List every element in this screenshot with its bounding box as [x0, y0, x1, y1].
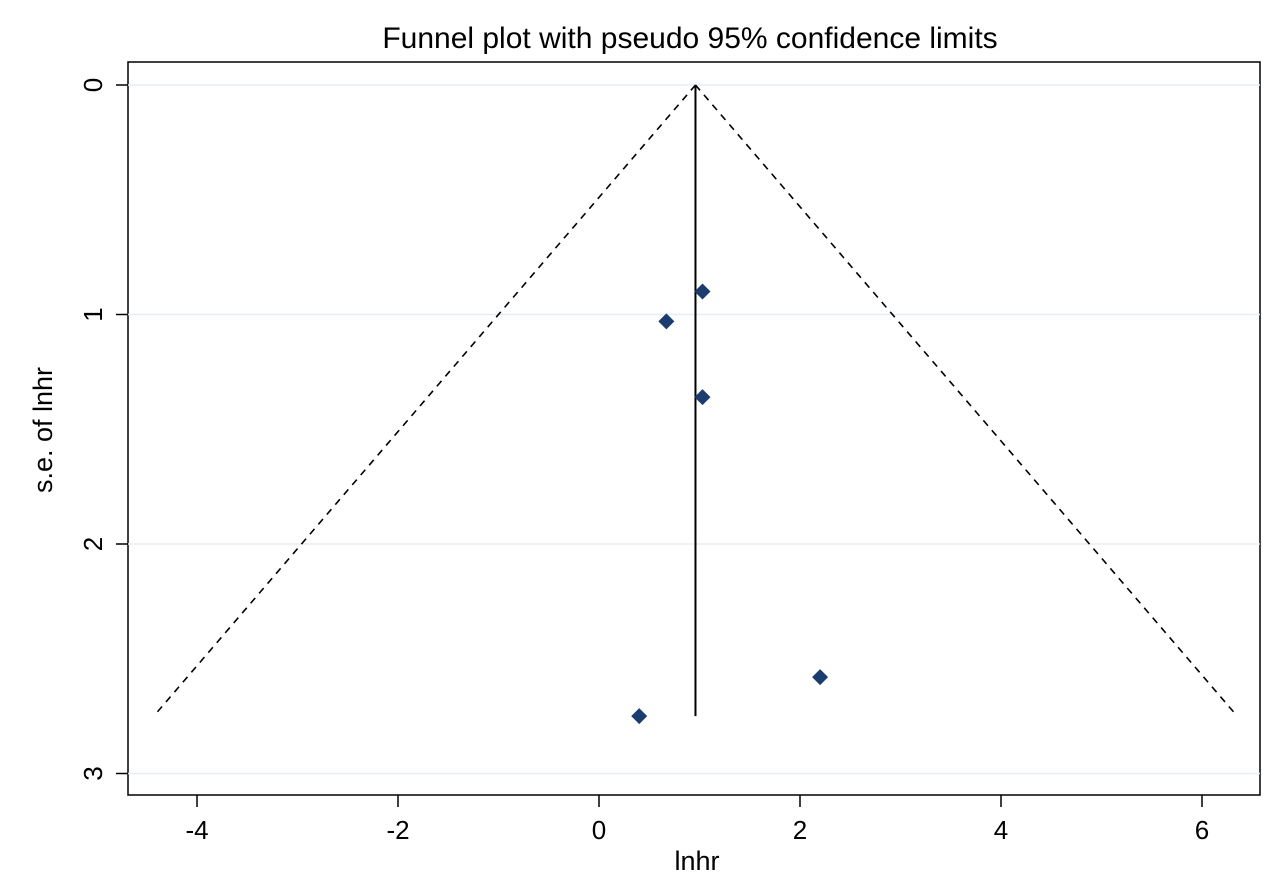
y-tick-label: 2 [78, 537, 108, 551]
y-axis-label: s.e. of lnhr [28, 367, 58, 493]
study-point [631, 708, 648, 725]
x-tick-label: 2 [793, 815, 807, 845]
chart-title: Funnel plot with pseudo 95% confidence l… [382, 22, 997, 55]
study-point [658, 313, 675, 330]
y-axis: 0 1 2 3 [78, 78, 128, 781]
y-tick-label: 3 [78, 766, 108, 780]
lower-confidence-limit [153, 84, 697, 717]
plot-region [127, 61, 1261, 796]
plot-area [127, 61, 1261, 796]
study-point [694, 283, 711, 300]
confidence-limits [153, 84, 1238, 717]
x-tick-label: -2 [386, 815, 409, 845]
study-point [812, 669, 829, 686]
y-tick-label: 0 [78, 78, 108, 92]
study-point [694, 389, 711, 406]
x-tick-label: -4 [185, 815, 208, 845]
study-points [631, 283, 829, 725]
x-tick-label: 6 [1195, 815, 1209, 845]
x-axis-label: lnhr [674, 846, 719, 876]
y-tick-label: 1 [78, 307, 108, 321]
upper-confidence-limit [694, 84, 1238, 717]
x-tick-label: 4 [994, 815, 1008, 845]
x-axis: -4 -2 0 2 4 6 [185, 795, 1209, 845]
x-tick-label: 0 [592, 815, 606, 845]
grid-layer [128, 84, 1260, 775]
